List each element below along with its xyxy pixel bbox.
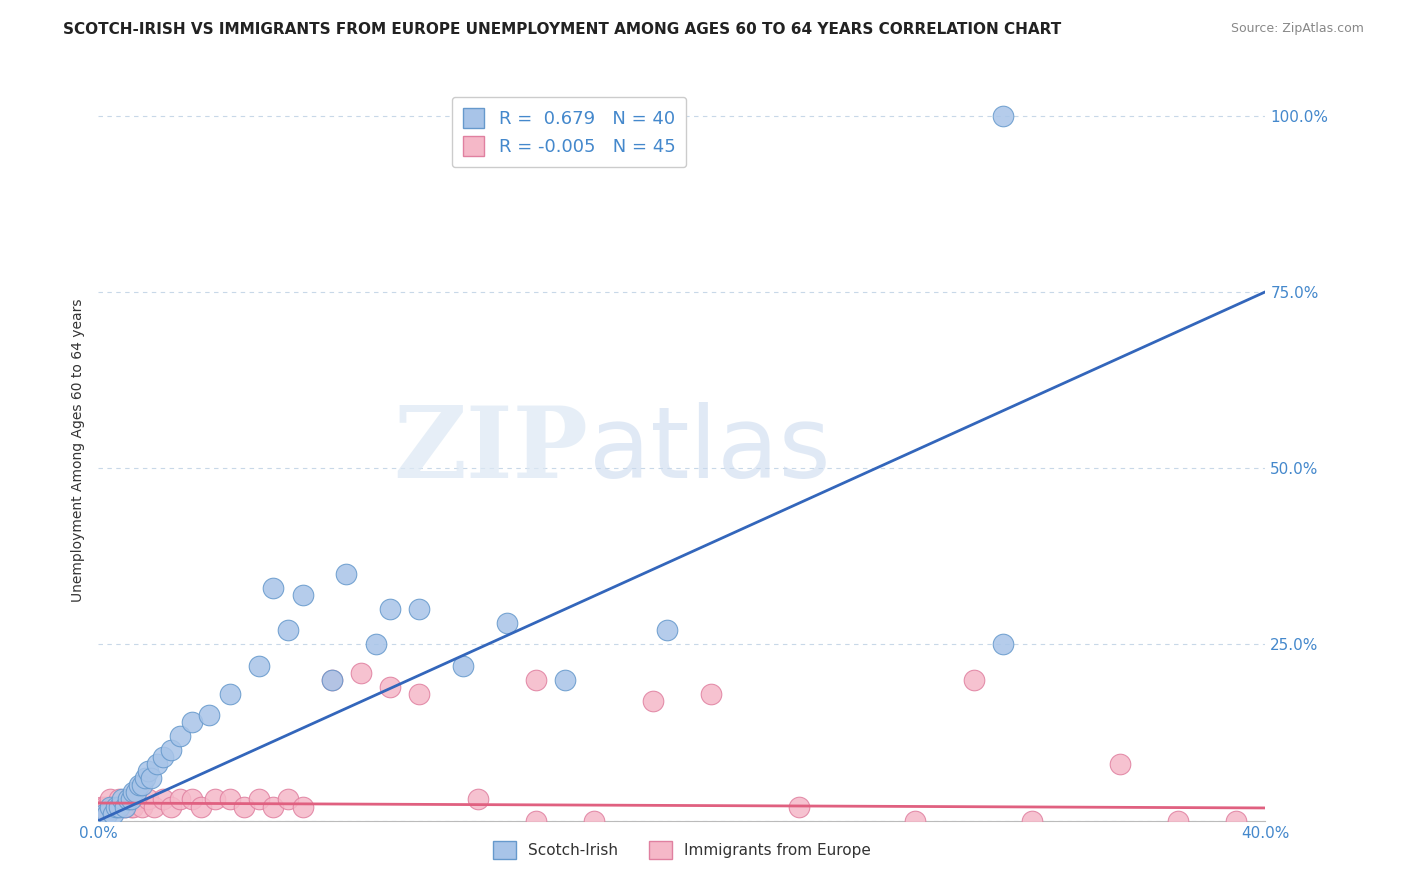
Point: [657, 109, 679, 123]
Text: SCOTCH-IRISH VS IMMIGRANTS FROM EUROPE UNEMPLOYMENT AMONG AGES 60 TO 64 YEARS CO: SCOTCH-IRISH VS IMMIGRANTS FROM EUROPE U…: [63, 22, 1062, 37]
Point: [120, 799, 142, 814]
Point: [98, 799, 121, 814]
Point: [321, 673, 343, 687]
Point: [1225, 814, 1247, 828]
Point: [101, 806, 124, 821]
Point: [583, 814, 606, 828]
Point: [451, 658, 474, 673]
Point: [496, 616, 519, 631]
Point: [96, 806, 118, 821]
Point: [131, 799, 153, 814]
Point: [117, 792, 139, 806]
Point: [335, 566, 357, 581]
Point: [218, 792, 240, 806]
Point: [1108, 757, 1130, 772]
Point: [90, 799, 112, 814]
Point: [104, 799, 127, 814]
Point: [641, 694, 664, 708]
Point: [291, 799, 314, 814]
Point: [117, 792, 139, 806]
Point: [125, 792, 148, 806]
Point: [160, 799, 183, 814]
Point: [128, 778, 150, 792]
Point: [142, 799, 165, 814]
Point: [93, 799, 115, 814]
Point: [321, 673, 343, 687]
Point: [991, 637, 1014, 651]
Point: [152, 792, 174, 806]
Point: [180, 792, 202, 806]
Point: [104, 799, 127, 814]
Text: Source: ZipAtlas.com: Source: ZipAtlas.com: [1230, 22, 1364, 36]
Point: [291, 588, 314, 602]
Point: [380, 680, 402, 694]
Point: [350, 665, 373, 680]
Point: [408, 602, 430, 616]
Point: [169, 792, 191, 806]
Point: [904, 814, 927, 828]
Point: [114, 799, 136, 814]
Point: [120, 792, 142, 806]
Point: [277, 624, 299, 638]
Point: [408, 687, 430, 701]
Point: [380, 602, 402, 616]
Point: [111, 792, 134, 806]
Point: [134, 772, 156, 786]
Point: [96, 799, 118, 814]
Legend: Scotch-Irish, Immigrants from Europe: Scotch-Irish, Immigrants from Europe: [486, 835, 877, 865]
Point: [160, 743, 183, 757]
Point: [1167, 814, 1189, 828]
Point: [467, 792, 489, 806]
Point: [136, 792, 159, 806]
Point: [122, 799, 145, 814]
Point: [262, 799, 284, 814]
Point: [524, 673, 547, 687]
Point: [198, 707, 221, 722]
Point: [108, 799, 131, 814]
Point: [101, 799, 124, 814]
Point: [152, 750, 174, 764]
Point: [218, 687, 240, 701]
Point: [991, 109, 1014, 123]
Point: [277, 792, 299, 806]
Point: [262, 581, 284, 595]
Point: [108, 792, 131, 806]
Point: [114, 799, 136, 814]
Point: [247, 658, 270, 673]
Point: [169, 729, 191, 743]
Text: ZIP: ZIP: [394, 402, 589, 499]
Point: [190, 799, 212, 814]
Point: [204, 792, 226, 806]
Point: [364, 637, 387, 651]
Point: [233, 799, 256, 814]
Point: [787, 799, 810, 814]
Point: [700, 687, 723, 701]
Point: [180, 714, 202, 729]
Point: [98, 792, 121, 806]
Point: [146, 757, 169, 772]
Point: [1021, 814, 1043, 828]
Point: [554, 673, 576, 687]
Text: atlas: atlas: [589, 402, 830, 499]
Point: [657, 624, 679, 638]
Point: [122, 785, 145, 799]
Point: [93, 806, 115, 821]
Point: [136, 764, 159, 779]
Point: [247, 792, 270, 806]
Point: [139, 772, 162, 786]
Point: [962, 673, 984, 687]
Point: [125, 785, 148, 799]
Point: [131, 778, 153, 792]
Point: [524, 814, 547, 828]
Point: [111, 799, 134, 814]
Y-axis label: Unemployment Among Ages 60 to 64 years: Unemployment Among Ages 60 to 64 years: [70, 299, 84, 602]
